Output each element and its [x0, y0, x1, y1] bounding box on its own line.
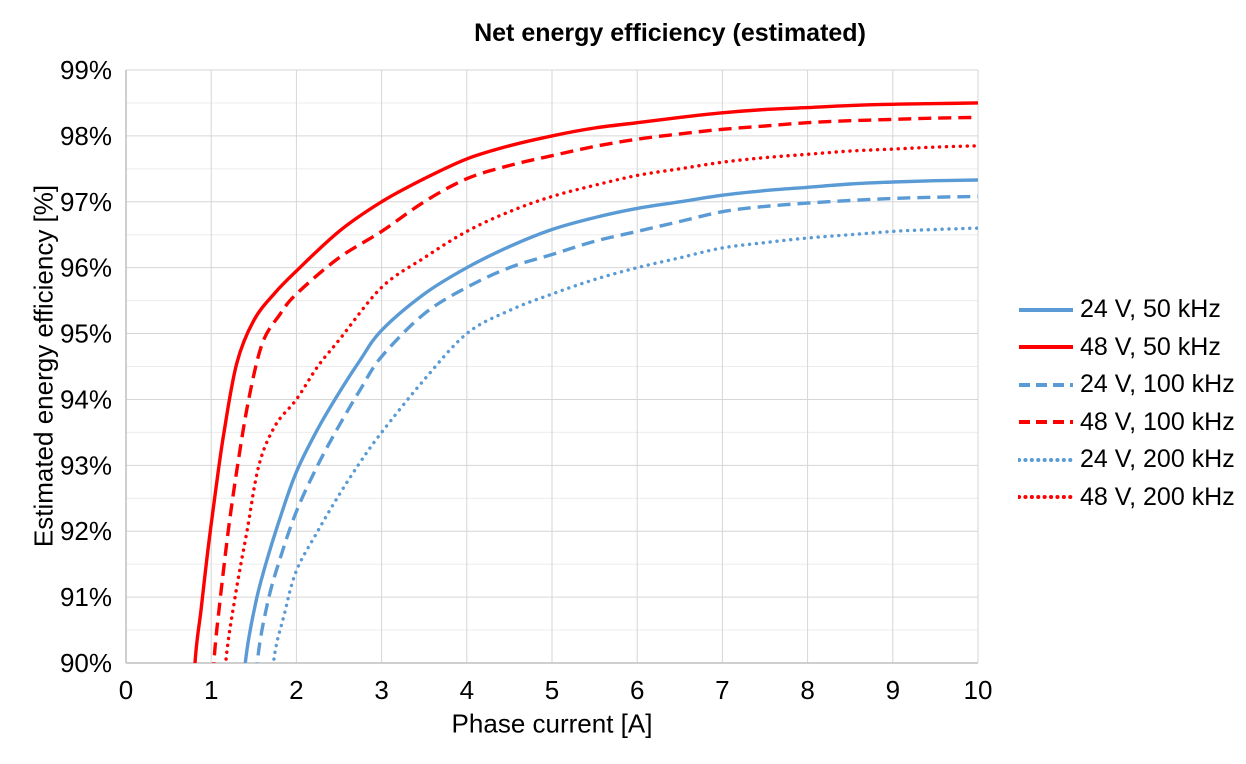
y-tick-label: 98% — [60, 121, 112, 151]
x-tick-label: 1 — [204, 675, 218, 705]
legend-line-sample — [1018, 495, 1074, 500]
legend-line-sample — [1018, 457, 1074, 462]
x-tick-label: 5 — [545, 675, 559, 705]
curve-48-v-50-khz — [193, 101, 978, 663]
curves-group — [193, 101, 978, 663]
y-tick-label: 91% — [60, 582, 112, 612]
y-tick-label: 90% — [60, 648, 112, 678]
curve-24-v-50-khz — [243, 178, 978, 663]
x-tick-label: 3 — [374, 675, 388, 705]
legend-label: 24 V, 100 kHz — [1080, 370, 1235, 399]
legend-line-sample — [1019, 307, 1073, 312]
legend-item-48-v-100-khz: 48 V, 100 kHz — [1018, 404, 1235, 442]
legend-item-24-v-200-khz: 24 V, 200 kHz — [1018, 441, 1235, 479]
legend-item-48-v-200-khz: 48 V, 200 kHz — [1018, 479, 1235, 517]
legend: 24 V, 50 kHz 48 V, 50 kHz 24 V, 100 kHz 48 … — [1018, 291, 1235, 516]
y-tick-label: 99% — [60, 55, 112, 85]
y-tick-label: 93% — [60, 450, 112, 480]
y-tick-label: 96% — [60, 253, 112, 283]
legend-line-sample — [1019, 420, 1073, 425]
x-tick-label: 9 — [886, 675, 900, 705]
legend-item-48-v-50-khz: 48 V, 50 kHz — [1018, 329, 1235, 367]
x-tick-label: 0 — [119, 675, 133, 705]
legend-item-24-v-100-khz: 24 V, 100 kHz — [1018, 366, 1235, 404]
x-tick-label: 4 — [460, 675, 474, 705]
curve-48-v-200-khz — [223, 144, 978, 663]
x-axis-title: Phase current [A] — [451, 708, 653, 739]
x-tick-label: 7 — [715, 675, 729, 705]
legend-label: 24 V, 200 kHz — [1080, 445, 1235, 474]
y-tick-label: 92% — [60, 516, 112, 546]
legend-label: 48 V, 50 kHz — [1080, 332, 1221, 361]
curve-24-v-200-khz — [271, 226, 978, 663]
chart-title: Net energy efficiency (estimated) — [474, 19, 866, 47]
legend-line-sample — [1019, 345, 1073, 350]
y-tick-label: 97% — [60, 187, 112, 217]
x-tick-label: 6 — [630, 675, 644, 705]
x-tick-label: 8 — [800, 675, 814, 705]
legend-label: 48 V, 200 kHz — [1080, 482, 1235, 511]
y-tick-label: 94% — [60, 384, 112, 414]
x-tick-label: 2 — [289, 675, 303, 705]
legend-item-24-v-50-khz: 24 V, 50 kHz — [1018, 291, 1235, 329]
legend-line-sample — [1019, 382, 1073, 387]
y-tick-label: 95% — [60, 319, 112, 349]
x-tick-label: 10 — [964, 675, 993, 705]
legend-label: 48 V, 100 kHz — [1080, 407, 1235, 436]
curve-24-v-100-khz — [255, 194, 978, 663]
legend-label: 24 V, 50 kHz — [1080, 295, 1221, 324]
curve-48-v-100-khz — [212, 115, 978, 663]
